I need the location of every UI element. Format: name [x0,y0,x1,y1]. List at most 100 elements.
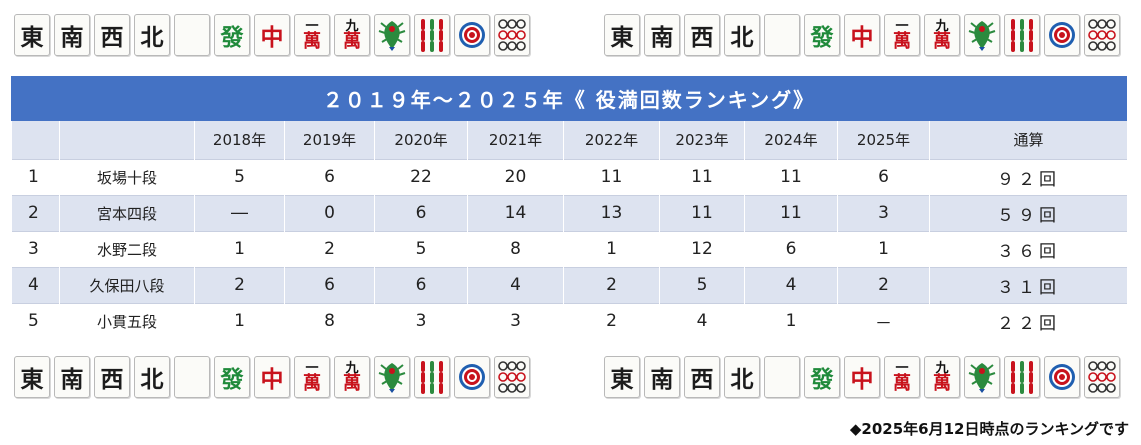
one-man-tile: 一萬 [294,356,330,398]
year-count-cell: 3 [467,303,564,339]
year-count-cell: 2 [563,267,660,303]
year-count-cell: 4 [659,303,745,339]
east-wind-tile: 東 [604,14,640,56]
one-pin-tile [454,14,490,56]
table-row: 5 小貫五段 1 8 3 3 2 4 1 － ２２回 [11,303,1128,339]
column-header: 2023年 [659,121,745,159]
year-count-cell: 20 [467,159,564,195]
green-dragon-tile: 發 [214,356,250,398]
circle-icon [1049,364,1075,390]
year-count-cell: 13 [563,195,660,231]
one-pin-tile [1044,356,1080,398]
circle-icon [1049,22,1075,48]
south-wind-tile: 南 [54,356,90,398]
column-header [11,121,60,159]
table-title: ２０１９年～２０２５年《 役満回数ランキング》 [11,76,1127,121]
red-dragon-tile: 中 [844,356,880,398]
table-row: 3 水野二段 1 2 5 8 1 12 6 1 ３６回 [11,231,1128,267]
table-row: 1 坂場十段 5 6 22 20 11 11 11 6 ９２回 [11,159,1128,195]
nine-pin-tile [1084,356,1120,398]
year-count-cell: 11 [744,195,838,231]
green-dragon-tile: 發 [804,14,840,56]
one-man-tile: 一萬 [884,356,920,398]
east-wind-tile: 東 [604,356,640,398]
one-man-tile: 一萬 [884,14,920,56]
year-count-cell: 2 [284,231,375,267]
ranking-table: ２０１９年～２０２５年《 役満回数ランキング》 2018年 2019年 2020年 2… [11,76,1128,339]
nine-circles-icon [498,19,526,51]
one-sou-bird-tile [374,356,410,398]
one-pin-tile [1044,14,1080,56]
column-header: 2019年 [284,121,375,159]
north-wind-tile: 北 [134,356,170,398]
bird-icon [968,363,996,393]
south-wind-tile: 南 [644,356,680,398]
table-row: 2 宮本四段 ― 0 6 14 13 11 11 3 ５９回 [11,195,1128,231]
total-cell: ３６回 [929,231,1128,267]
year-count-cell: 4 [467,267,564,303]
circle-icon [459,364,485,390]
green-dragon-tile: 發 [804,356,840,398]
year-count-cell: 5 [374,231,468,267]
north-wind-tile: 北 [724,14,760,56]
red-dragon-tile: 中 [254,356,290,398]
red-dragon-tile: 中 [254,14,290,56]
year-count-cell: 5 [659,267,745,303]
year-count-cell: 8 [467,231,564,267]
year-count-cell: 2 [563,303,660,339]
year-count-cell: 6 [744,231,838,267]
header-row: 2018年 2019年 2020年 2021年 2022年 2023年 2024年 2025年… [11,121,1128,159]
year-count-cell: 3 [374,303,468,339]
year-count-cell: 1 [194,303,285,339]
year-count-cell: 22 [374,159,468,195]
bird-icon [378,363,406,393]
rank-cell: 2 [11,195,60,231]
total-cell: ９２回 [929,159,1128,195]
one-man-tile: 一萬 [294,14,330,56]
tile-row-top-right: 東 南 西 北 發 中 一萬 九萬 [604,14,1120,56]
west-wind-tile: 西 [684,356,720,398]
year-count-cell: 6 [374,267,468,303]
bamboo-icon [421,361,443,394]
rank-cell: 1 [11,159,60,195]
year-count-cell: 12 [659,231,745,267]
bird-icon [968,21,996,51]
tile-row-bottom-left: 東 南 西 北 發 中 一萬 九萬 [14,356,530,398]
rank-cell: 3 [11,231,60,267]
nine-sou-tile [1004,14,1040,56]
east-wind-tile: 東 [14,356,50,398]
year-count-cell: ― [194,195,285,231]
column-header: 通算 [929,121,1128,159]
nine-man-tile: 九萬 [924,14,960,56]
nine-sou-tile [414,356,450,398]
tile-row-bottom-right: 東 南 西 北 發 中 一萬 九萬 [604,356,1120,398]
column-header: 2022年 [563,121,660,159]
nine-man-tile: 九萬 [334,14,370,56]
one-pin-tile [454,356,490,398]
nine-pin-tile [494,356,530,398]
tile-row-top-left: 東 南 西 北 發 中 一萬 九萬 [14,14,530,56]
year-count-cell: 8 [284,303,375,339]
one-sou-bird-tile [964,356,1000,398]
column-header: 2020年 [374,121,468,159]
rank-cell: 4 [11,267,60,303]
column-header: 2018年 [194,121,285,159]
year-count-cell: 1 [563,231,660,267]
year-count-cell: 1 [837,231,930,267]
player-name-cell: 久保田八段 [59,267,195,303]
year-count-cell: 0 [284,195,375,231]
nine-sou-tile [414,14,450,56]
bird-icon [378,21,406,51]
year-count-cell: 6 [837,159,930,195]
year-count-cell: 2 [194,267,285,303]
nine-circles-icon [1088,19,1116,51]
nine-sou-tile [1004,356,1040,398]
red-dragon-tile: 中 [844,14,880,56]
north-wind-tile: 北 [134,14,170,56]
one-sou-bird-tile [374,14,410,56]
column-header: 2024年 [744,121,838,159]
one-sou-bird-tile [964,14,1000,56]
nine-man-tile: 九萬 [334,356,370,398]
year-count-cell: 11 [744,159,838,195]
north-wind-tile: 北 [724,356,760,398]
